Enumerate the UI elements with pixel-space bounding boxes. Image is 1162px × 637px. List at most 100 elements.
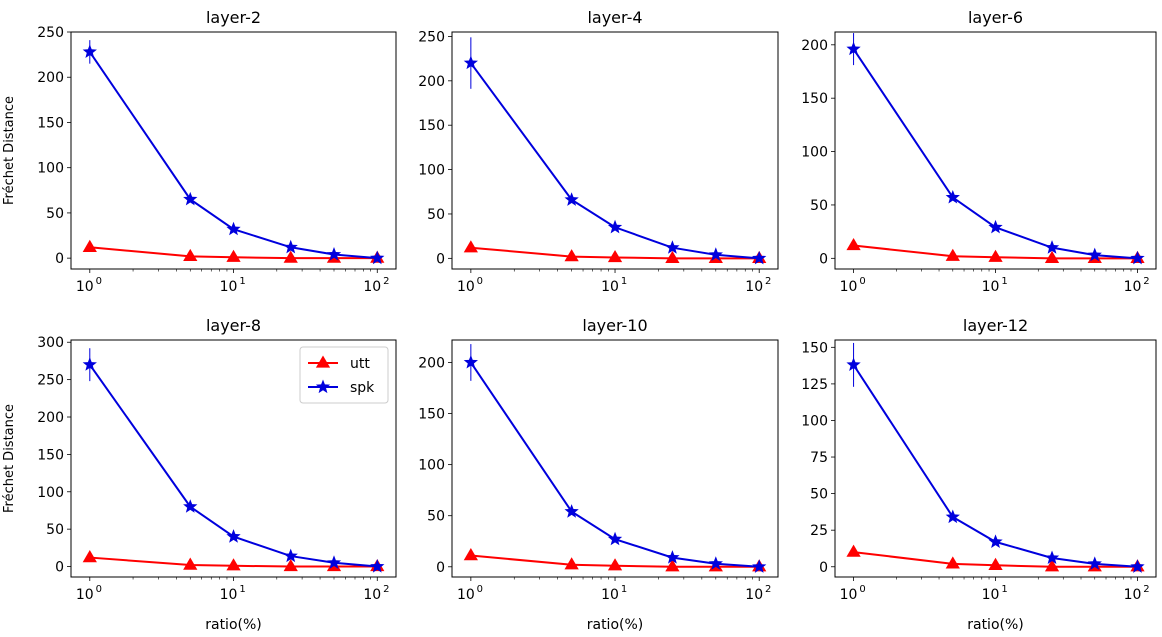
series-line-utt bbox=[89, 246, 378, 260]
series-utt bbox=[846, 238, 1145, 263]
y-tick-label: 50 bbox=[427, 207, 445, 223]
data-point-triangle bbox=[607, 249, 623, 263]
series-utt bbox=[463, 548, 767, 572]
y-tick-label: 0 bbox=[436, 560, 445, 576]
y-tick-label: 250 bbox=[37, 25, 64, 41]
panel-title: layer-6 bbox=[968, 8, 1023, 27]
y-tick-label: 200 bbox=[37, 410, 64, 426]
x-tick-exponent: 0 bbox=[96, 584, 102, 595]
y-tick-label: 100 bbox=[801, 413, 828, 429]
data-point-star bbox=[988, 534, 1003, 548]
y-tick-label: 200 bbox=[801, 38, 828, 54]
x-tick-label: 10 bbox=[840, 587, 858, 603]
x-tick-exponent: 2 bbox=[765, 276, 771, 287]
series-utt bbox=[82, 239, 385, 263]
x-tick-label: 10 bbox=[982, 279, 1000, 295]
x-tick-exponent: 1 bbox=[239, 276, 245, 287]
data-point-star bbox=[564, 504, 579, 518]
y-tick-label: 100 bbox=[418, 163, 445, 179]
data-point-triangle bbox=[82, 550, 97, 563]
data-point-star bbox=[1044, 550, 1060, 565]
data-point-triangle bbox=[283, 559, 298, 572]
data-point-star bbox=[370, 250, 385, 265]
data-point-star bbox=[283, 548, 298, 563]
x-axis-label: ratio(%) bbox=[587, 617, 644, 633]
data-point-triangle bbox=[226, 249, 241, 262]
y-tick-label: 100 bbox=[37, 485, 64, 501]
legend-marker-spk bbox=[315, 379, 331, 394]
y-tick-label: 150 bbox=[801, 91, 828, 107]
data-point-star bbox=[988, 219, 1003, 234]
y-tick-label: 200 bbox=[418, 355, 445, 371]
series-line-spk bbox=[88, 51, 378, 260]
y-tick-label: 0 bbox=[436, 251, 445, 267]
y-tick-label: 0 bbox=[55, 560, 64, 576]
x-tick-exponent: 1 bbox=[621, 584, 627, 595]
data-point-star bbox=[82, 44, 97, 58]
data-point-triangle bbox=[665, 559, 680, 572]
y-tick-label: 50 bbox=[46, 522, 64, 538]
data-point-star bbox=[1087, 247, 1102, 262]
plot-frame bbox=[834, 339, 1157, 578]
data-point-triangle bbox=[564, 249, 579, 262]
data-point-triangle bbox=[82, 239, 97, 252]
y-tick-label: 150 bbox=[37, 447, 64, 463]
data-point-triangle bbox=[1044, 250, 1060, 263]
y-tick-label: 50 bbox=[810, 198, 828, 214]
series-spk bbox=[82, 40, 385, 265]
data-point-triangle bbox=[283, 250, 298, 263]
series-line-utt bbox=[89, 556, 378, 568]
series-line-utt bbox=[853, 244, 1138, 260]
y-tick-label: 200 bbox=[418, 74, 445, 90]
y-tick-label: 200 bbox=[37, 70, 64, 86]
series-spk bbox=[846, 342, 1145, 573]
y-tick-label: 250 bbox=[418, 29, 445, 45]
series-line-spk bbox=[470, 361, 760, 568]
x-tick-label: 10 bbox=[220, 279, 238, 295]
y-tick-label: 25 bbox=[810, 523, 828, 539]
data-point-star bbox=[326, 247, 342, 261]
legend-label-utt: utt bbox=[350, 356, 370, 372]
data-point-star bbox=[708, 556, 723, 570]
x-tick-exponent: 0 bbox=[859, 276, 865, 287]
data-point-star bbox=[82, 357, 97, 371]
x-tick-exponent: 0 bbox=[477, 276, 483, 287]
data-point-star bbox=[846, 357, 861, 371]
panel-title: layer-8 bbox=[206, 316, 261, 335]
data-point-star bbox=[370, 559, 385, 573]
data-point-star bbox=[463, 55, 478, 70]
data-point-triangle bbox=[607, 558, 623, 571]
x-tick-label: 10 bbox=[1124, 587, 1142, 603]
series-line-spk bbox=[852, 48, 1138, 260]
data-point-triangle bbox=[665, 250, 680, 263]
series-spk bbox=[463, 344, 767, 573]
legend-label-spk: spk bbox=[350, 380, 375, 396]
data-point-triangle bbox=[463, 548, 478, 561]
panel-title: layer-4 bbox=[587, 8, 642, 27]
x-tick-label: 10 bbox=[363, 587, 381, 603]
x-tick-exponent: 1 bbox=[1001, 276, 1007, 287]
x-axis-label: ratio(%) bbox=[967, 617, 1024, 633]
y-tick-label: 0 bbox=[819, 560, 828, 576]
series-utt bbox=[846, 544, 1145, 572]
y-tick-label: 150 bbox=[801, 340, 828, 356]
data-point-star bbox=[463, 354, 478, 369]
x-tick-exponent: 1 bbox=[239, 584, 245, 595]
data-point-triangle bbox=[945, 248, 960, 261]
x-tick-label: 10 bbox=[840, 279, 858, 295]
x-tick-exponent: 2 bbox=[383, 276, 389, 287]
plot-frame bbox=[70, 339, 397, 578]
series-spk bbox=[463, 37, 767, 265]
data-point-triangle bbox=[945, 556, 960, 569]
x-tick-label: 10 bbox=[745, 279, 763, 295]
x-tick-label: 10 bbox=[457, 587, 475, 603]
data-point-triangle bbox=[988, 557, 1003, 570]
data-point-star bbox=[708, 247, 723, 261]
x-tick-label: 10 bbox=[745, 587, 763, 603]
data-point-triangle bbox=[183, 248, 198, 261]
series-line-utt bbox=[470, 246, 760, 260]
